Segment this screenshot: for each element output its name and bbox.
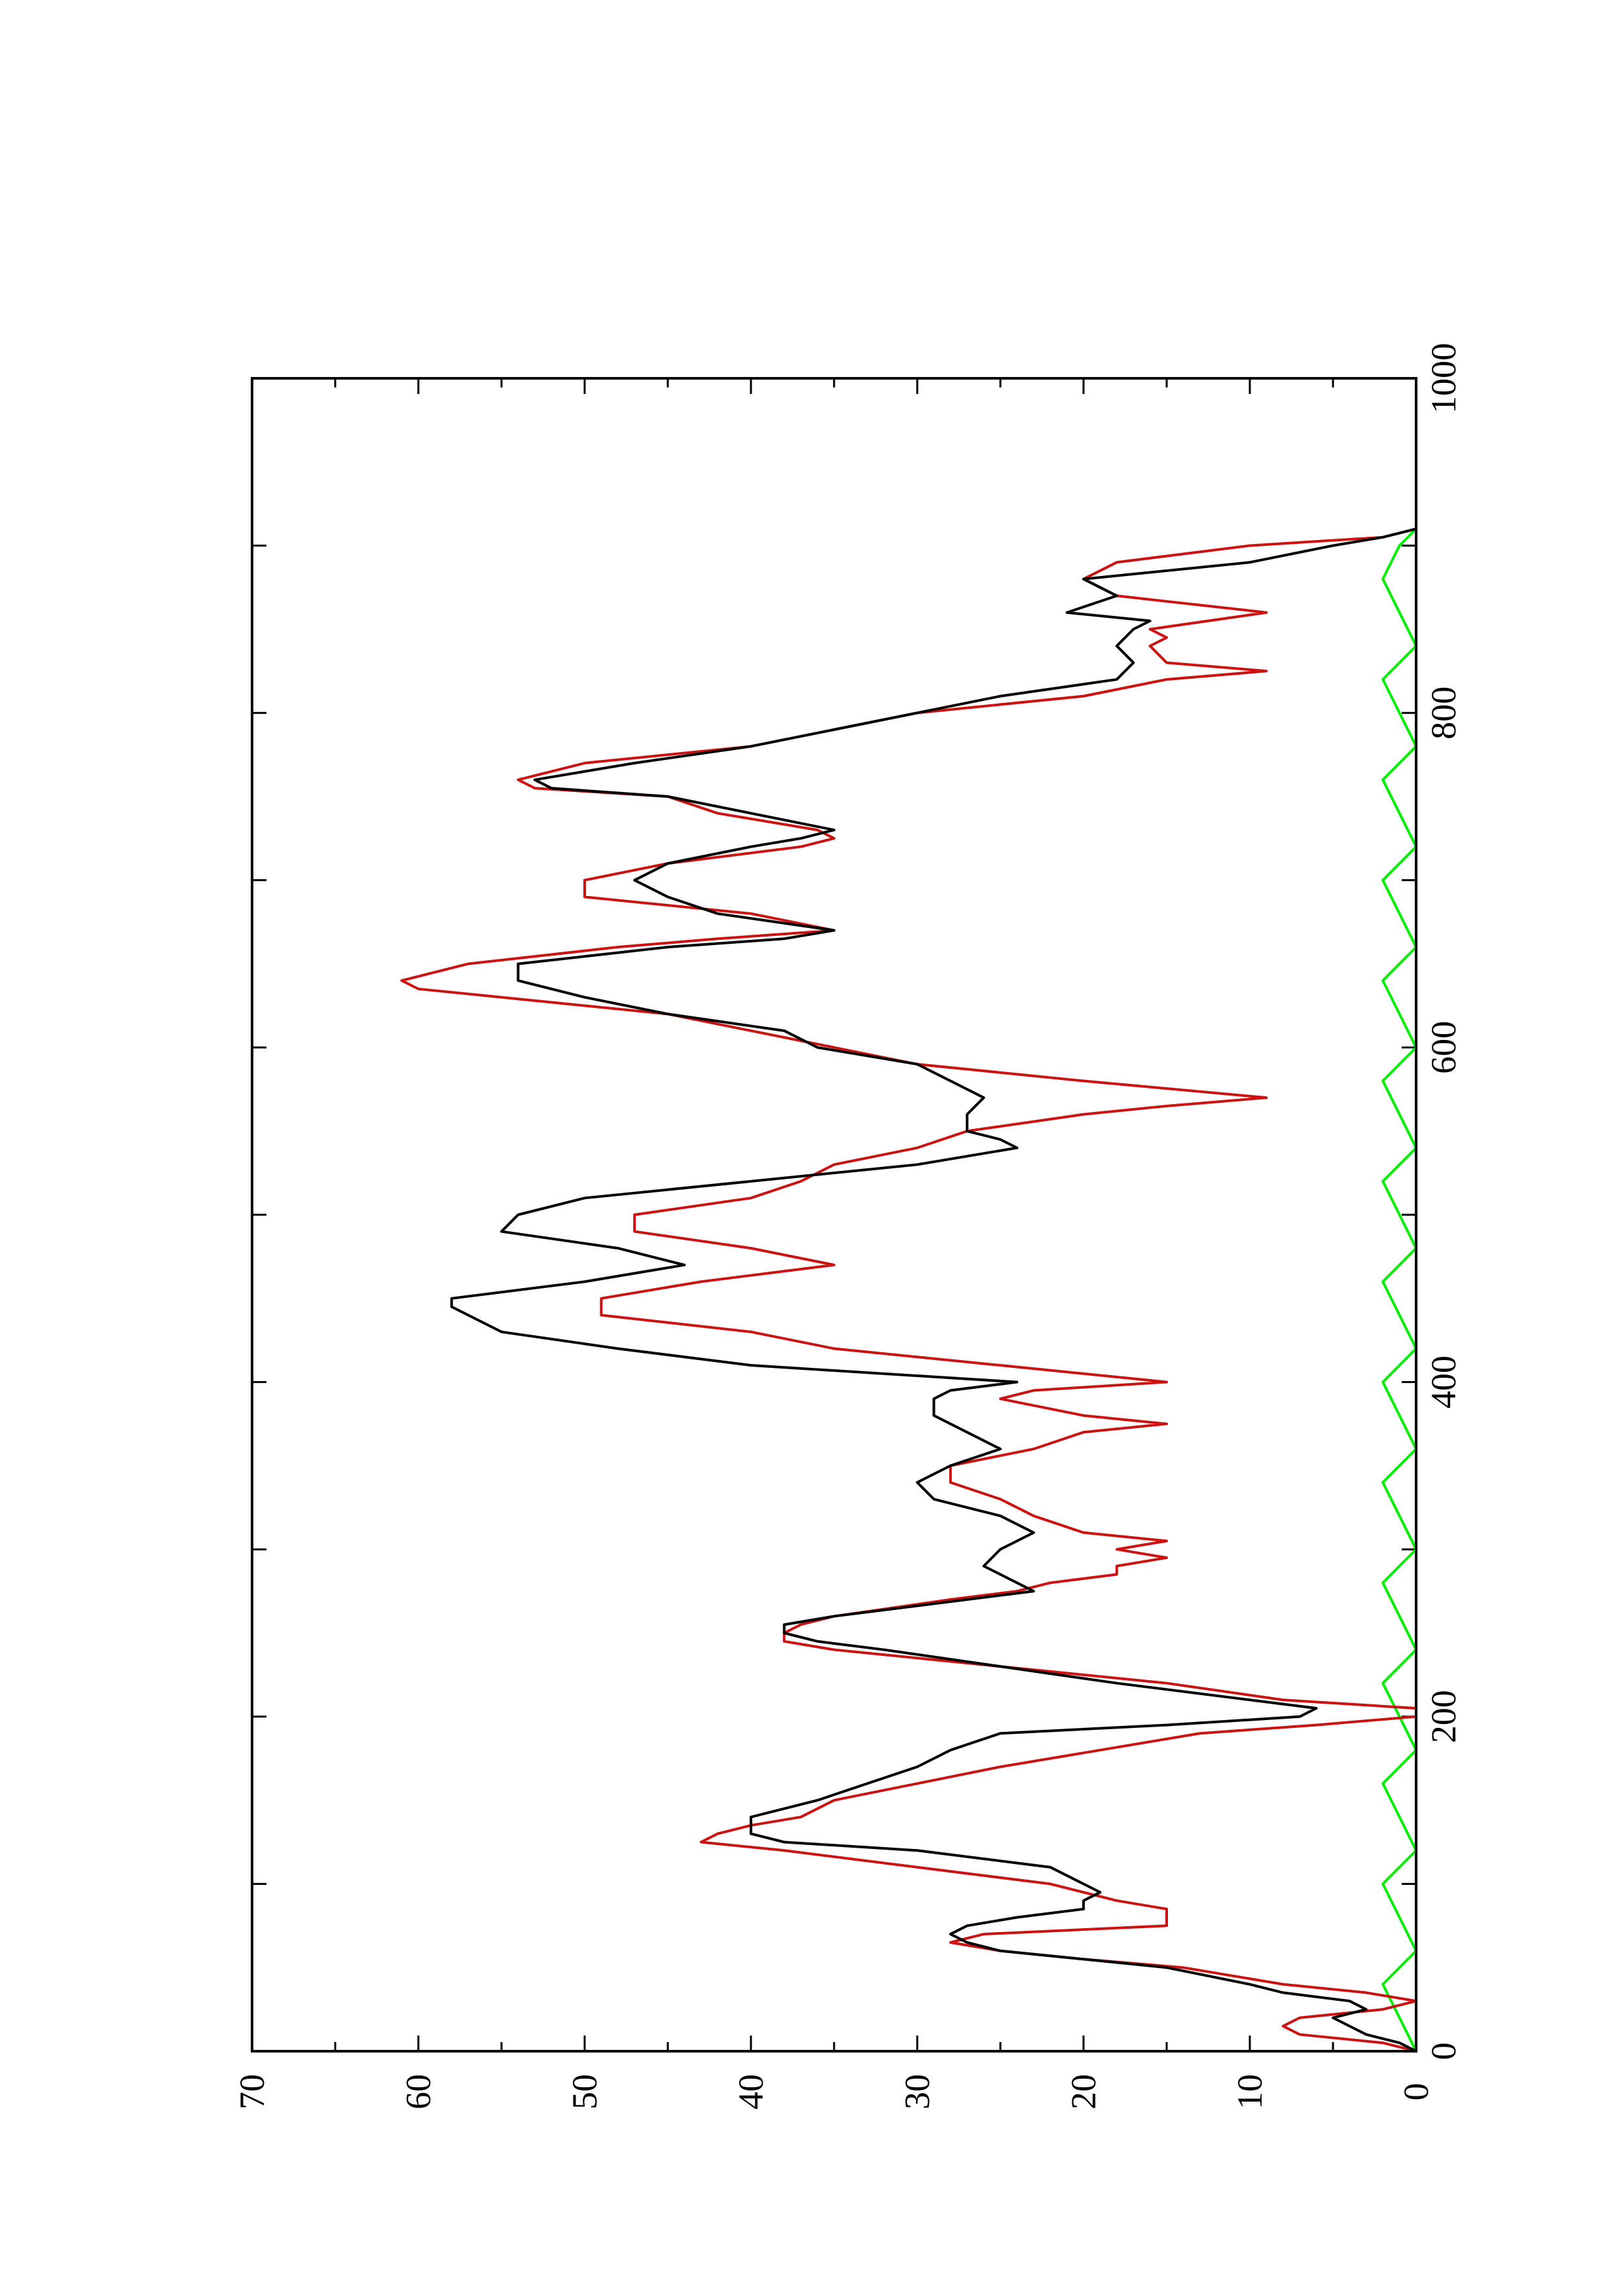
y-tick-label: 10 [1230, 2074, 1269, 2109]
series-layer [400, 528, 1417, 2053]
series-line-2 [1381, 528, 1417, 2052]
series-line-1 [400, 528, 1417, 2053]
y-tick-label: 70 [232, 2074, 272, 2109]
y-tick-labels: 0 10 20 30 40 50 60 70 [232, 2074, 1436, 2109]
y-tick-label: 20 [1064, 2074, 1103, 2109]
y-tick-label: 60 [399, 2074, 438, 2109]
x-tick-label: 600 [1424, 1021, 1463, 1074]
y-tick-label: 50 [565, 2074, 604, 2109]
x-tick-label: 0 [1424, 2043, 1463, 2060]
x-tick-label: 1000 [1424, 343, 1463, 414]
y-tick-label: 30 [898, 2074, 937, 2109]
y-tick-label: 40 [731, 2074, 771, 2109]
plot-frame [251, 377, 1417, 2053]
x-tick-label: 800 [1424, 687, 1463, 740]
x-tick-labels: 0 200 400 600 800 1000 [1424, 343, 1463, 2060]
y-tick-label: 0 [1396, 2083, 1436, 2101]
x-tick-label: 200 [1424, 1690, 1463, 1743]
series-line-0 [450, 528, 1417, 2053]
x-tick-label: 400 [1424, 1355, 1463, 1408]
